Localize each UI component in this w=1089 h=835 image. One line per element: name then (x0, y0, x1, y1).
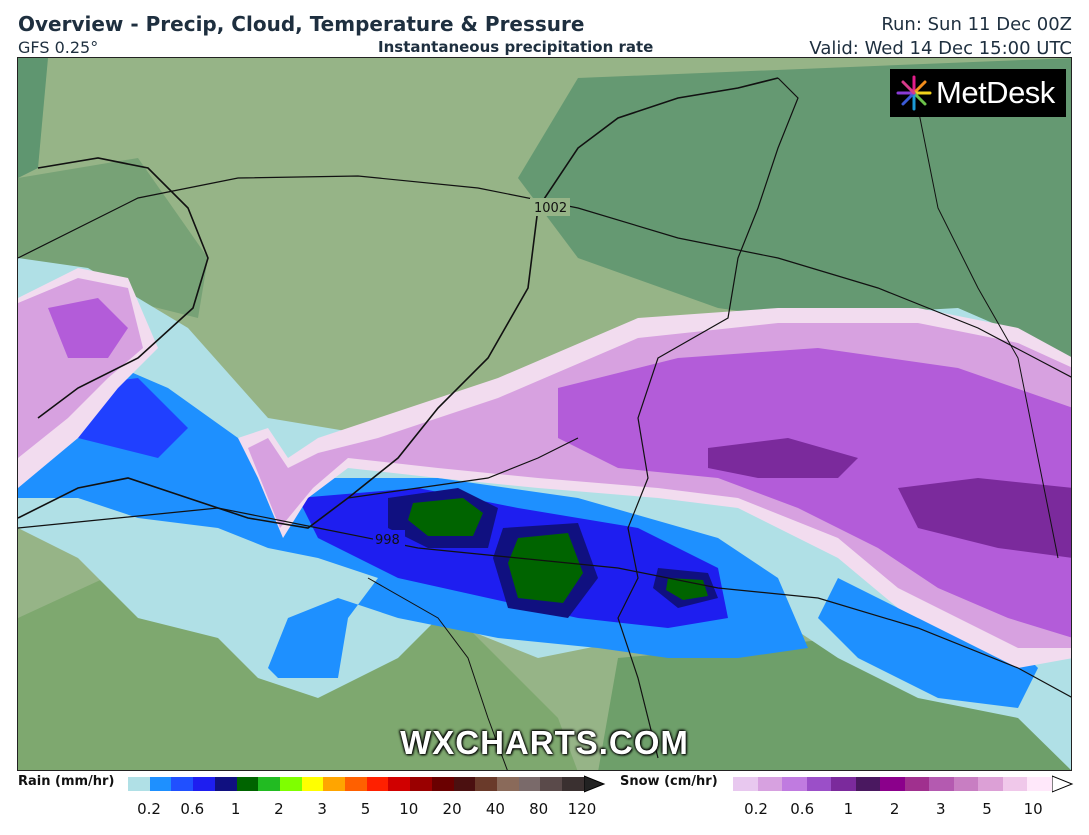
rain-legend-title: Rain (mm/hr) (18, 774, 115, 789)
scale-swatch (880, 777, 905, 791)
isobar-1002 (18, 175, 1071, 378)
weather-map[interactable]: 1002 998 (17, 57, 1072, 771)
scale-swatch (323, 777, 346, 791)
scale-swatch (518, 777, 541, 791)
rain-extreme-area-1 (408, 498, 483, 536)
scale-tick-label: 2 (274, 800, 284, 818)
rain-scale-arrow (584, 775, 606, 793)
chart-title: Overview - Precip, Cloud, Temperature & … (18, 12, 585, 36)
scale-tick-label: 2 (889, 800, 900, 818)
scale-tick-label: 40 (485, 800, 505, 818)
scale-swatch (258, 777, 280, 791)
scale-tick-label: 3 (317, 800, 327, 818)
model-name: GFS 0.25° (18, 38, 99, 57)
snow-scale-arrow (1052, 775, 1074, 793)
border-germany (617, 77, 799, 759)
isobar-label-1002: 1002 (534, 201, 567, 216)
scale-tick-label: 0.6 (790, 800, 815, 818)
land-region-germany (518, 58, 1071, 358)
scale-swatch (475, 777, 497, 791)
scale-swatch (1002, 777, 1028, 791)
scale-swatch (410, 777, 432, 791)
map-canvas: 1002 998 (18, 58, 1071, 770)
snow-legend-title: Snow (cm/hr) (620, 774, 718, 789)
scale-swatch (562, 777, 584, 791)
scale-swatch (128, 777, 150, 791)
scale-swatch (279, 777, 302, 791)
rain-extreme-area-2 (508, 533, 583, 603)
scale-swatch (929, 777, 954, 791)
scale-swatch (1027, 777, 1052, 791)
isobar-label-bg-2 (373, 530, 405, 548)
chart-subtitle: Instantaneous precipitation rate (378, 38, 654, 56)
metdesk-logo: MetDesk (890, 69, 1066, 117)
border-france (367, 577, 508, 770)
scale-swatch (193, 777, 215, 791)
rain-moderate-area-east (818, 578, 1038, 708)
border-belgium (347, 437, 579, 499)
snow-heavy-area-west (48, 298, 128, 358)
scale-swatch (904, 777, 930, 791)
run-time: Run: Sun 11 Dec 00Z (881, 14, 1072, 35)
scale-tick-label: 3 (936, 800, 946, 818)
scale-swatch (366, 777, 389, 791)
scale-tick-label: 120 (567, 800, 597, 818)
scale-tick-label: 0.6 (180, 800, 205, 818)
scale-swatch (540, 777, 563, 791)
scale-tick-label: 10 (1023, 800, 1043, 818)
scale-swatch (214, 777, 237, 791)
scale-swatch (388, 777, 411, 791)
scale-swatch (782, 777, 807, 791)
scale-swatch (236, 777, 259, 791)
scale-tick-label: 5 (982, 800, 992, 818)
coastline-continent (18, 77, 779, 529)
coastline-england (37, 157, 209, 419)
snow-very-heavy-area-1 (708, 438, 858, 478)
scale-swatch (345, 777, 367, 791)
metdesk-flower-icon (896, 75, 932, 111)
scale-tick-label: 80 (529, 800, 549, 818)
isobar-label-998: 998 (375, 533, 400, 548)
border-poland (917, 107, 1059, 559)
scale-swatch (953, 777, 979, 791)
scale-tick-label: 0.2 (137, 800, 161, 818)
scale-swatch (301, 777, 324, 791)
scale-swatch (149, 777, 172, 791)
scale-swatch (171, 777, 194, 791)
scale-swatch (431, 777, 454, 791)
scale-tick-label: 1 (230, 800, 241, 818)
scale-swatch (496, 777, 519, 791)
isobar-label-bg-1 (530, 198, 570, 216)
scale-swatch (978, 777, 1003, 791)
scale-tick-label: 5 (360, 800, 371, 818)
scale-swatch (855, 777, 881, 791)
scale-swatch (733, 777, 758, 791)
valid-time: Valid: Wed 14 Dec 15:00 UTC (809, 38, 1072, 59)
scale-tick-label: 0.2 (744, 800, 768, 818)
snow-very-heavy-area-2 (898, 478, 1071, 558)
rain-color-scale (128, 777, 584, 791)
scale-swatch (831, 777, 856, 791)
land-region-scotland (18, 58, 48, 178)
scale-swatch (453, 777, 476, 791)
snow-heavy-area (558, 348, 1071, 638)
scale-tick-label: 20 (442, 800, 462, 818)
scale-swatch (757, 777, 783, 791)
isobar-998 (18, 507, 1071, 698)
scale-tick-label: 10 (399, 800, 419, 818)
metdesk-logo-text: MetDesk (936, 75, 1055, 110)
scale-tick-label: 1 (843, 800, 854, 818)
watermark: WXCHARTS.COM (400, 724, 689, 761)
snow-color-scale (733, 777, 1052, 791)
scale-swatch (806, 777, 832, 791)
